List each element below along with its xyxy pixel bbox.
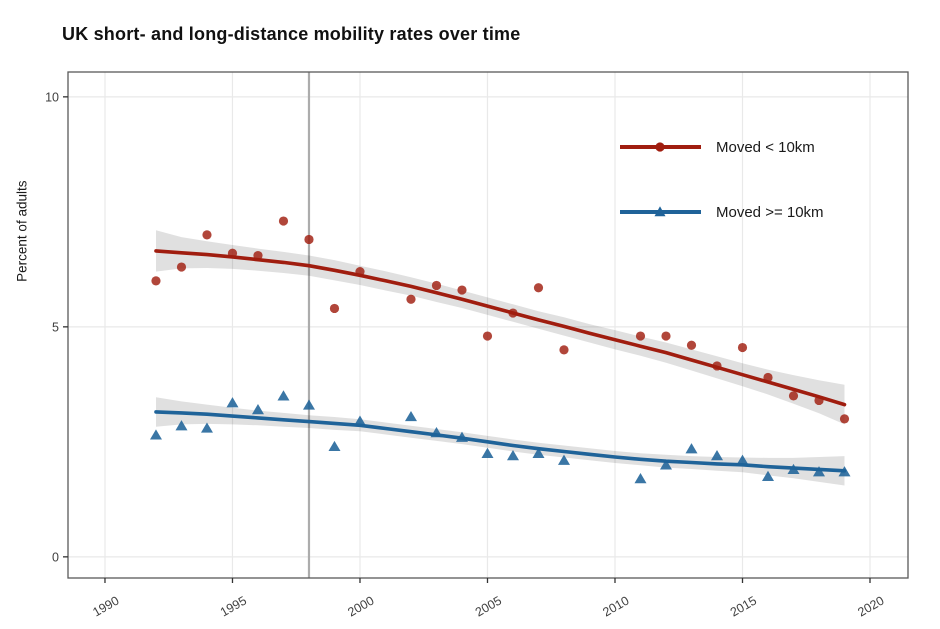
data-point-circle xyxy=(151,276,161,286)
data-point-circle xyxy=(763,372,773,383)
data-point-triangle xyxy=(455,431,468,442)
data-point-circle xyxy=(304,234,314,245)
data-point-triangle xyxy=(149,429,162,440)
data-point-circle xyxy=(227,248,238,258)
legend-label-short-distance: Moved < 10km xyxy=(716,138,815,156)
x-tick-label: 2000 xyxy=(345,593,376,619)
data-point-triangle xyxy=(200,422,213,433)
chart-legend: Moved < 10km Moved >= 10km xyxy=(618,130,918,260)
data-point-circle xyxy=(176,262,187,272)
x-tick-label: 2015 xyxy=(728,593,759,619)
legend-key-short-distance-icon xyxy=(620,142,701,152)
data-point-circle xyxy=(253,250,263,261)
data-point-triangle xyxy=(838,466,851,477)
data-point-circle xyxy=(839,414,850,424)
x-tick-label: 1990 xyxy=(90,593,121,619)
data-point-triangle xyxy=(685,443,698,454)
data-point-circle xyxy=(406,294,416,304)
data-point-triangle xyxy=(328,440,341,452)
data-point-triangle xyxy=(226,397,239,408)
data-point-circle xyxy=(712,361,722,371)
data-point-triangle xyxy=(404,410,417,422)
data-point-circle xyxy=(814,395,824,406)
data-point-triangle xyxy=(659,459,672,470)
x-tick-label: 1995 xyxy=(218,593,249,619)
data-point-triangle xyxy=(736,454,749,465)
y-tick-label: 10 xyxy=(45,90,59,104)
data-point-circle xyxy=(533,283,544,293)
data-point-circle xyxy=(661,331,671,341)
x-tick-label: 2005 xyxy=(473,593,504,619)
data-point-circle xyxy=(202,230,212,240)
data-point-circle xyxy=(559,345,569,355)
data-point-circle xyxy=(482,331,493,341)
data-point-circle xyxy=(508,308,518,318)
data-point-triangle xyxy=(277,390,290,401)
data-point-circle xyxy=(457,285,467,295)
trend-line-0 xyxy=(154,249,847,407)
x-tick-label: 2020 xyxy=(855,593,886,619)
legend-key-long-distance-icon xyxy=(620,206,701,217)
y-tick-label: 5 xyxy=(52,320,59,334)
data-point-triangle xyxy=(481,447,494,458)
y-tick-label: 0 xyxy=(52,550,59,564)
data-point-circle xyxy=(278,216,289,226)
legend-item-long-distance: Moved >= 10km xyxy=(618,195,918,229)
data-point-triangle xyxy=(353,415,366,426)
confidence-band-1 xyxy=(156,397,845,486)
data-point-triangle xyxy=(430,427,443,438)
trend-line-1 xyxy=(154,410,847,473)
data-point-circle xyxy=(329,303,340,314)
legend-item-short-distance: Moved < 10km xyxy=(618,130,918,164)
legend-label-long-distance: Moved >= 10km xyxy=(716,203,824,221)
data-point-circle xyxy=(635,331,646,341)
confidence-band-0 xyxy=(156,230,845,425)
data-point-circle xyxy=(431,280,442,291)
data-point-triangle xyxy=(787,463,800,475)
data-point-circle xyxy=(355,267,365,277)
x-tick-label: 2010 xyxy=(600,593,631,619)
data-point-circle xyxy=(737,342,748,353)
data-point-circle xyxy=(686,340,697,350)
data-point-triangle xyxy=(302,399,315,410)
data-point-triangle xyxy=(762,470,774,481)
data-point-triangle xyxy=(251,404,264,415)
data-point-triangle xyxy=(710,450,723,461)
data-point-triangle xyxy=(532,447,545,458)
data-point-circle xyxy=(788,391,799,401)
data-point-triangle xyxy=(634,473,647,484)
data-point-triangle xyxy=(175,420,188,431)
data-point-triangle xyxy=(557,454,570,465)
page-title: UK short- and long-distance mobility rat… xyxy=(62,24,521,44)
data-point-triangle xyxy=(506,450,519,461)
data-point-triangle xyxy=(813,466,826,477)
